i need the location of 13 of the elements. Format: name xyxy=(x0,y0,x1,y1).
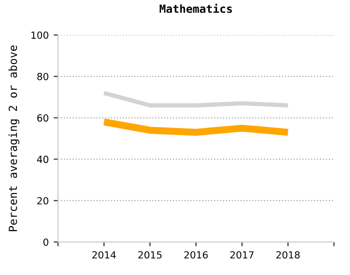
x-tick-label: 2017 xyxy=(230,251,254,259)
x-tick-label: 2016 xyxy=(184,251,208,259)
y-tick-label: 60 xyxy=(37,114,48,122)
y-tick-label: 20 xyxy=(37,197,48,204)
y-tick-label: 80 xyxy=(37,72,48,80)
x-tick-label: 2015 xyxy=(138,251,162,259)
x-tick-label: 2014 xyxy=(92,251,116,259)
x-tick-label: 2018 xyxy=(276,251,300,259)
chart-title: Mathematics xyxy=(160,4,232,13)
y-tick-label: 40 xyxy=(37,156,48,164)
y-tick-label: 0 xyxy=(43,238,48,246)
y-tick-label: 100 xyxy=(31,31,48,39)
y-axis-title: Percent averaging 2 or above xyxy=(8,46,20,232)
